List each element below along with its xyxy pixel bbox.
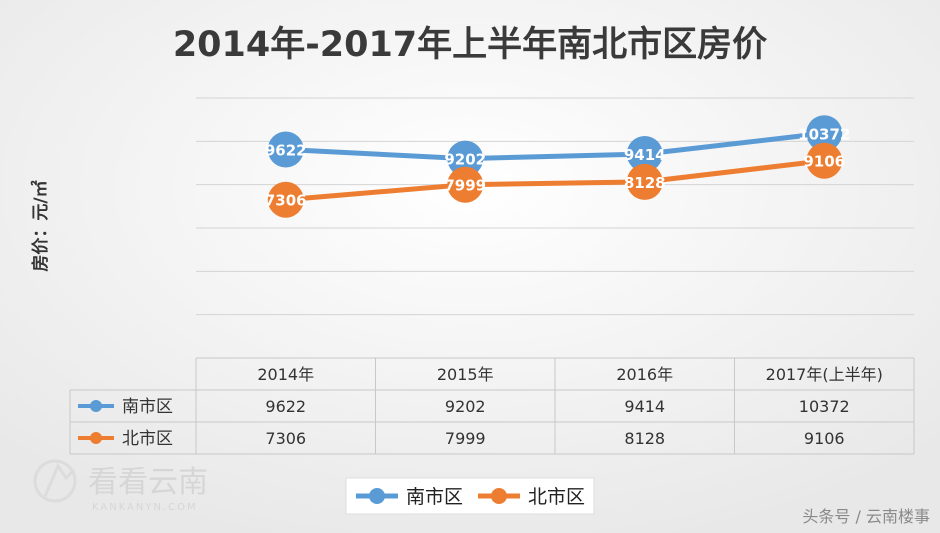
source-caption: 头条号 / 云南楼事 — [802, 507, 930, 526]
table-cell: 8128 — [624, 429, 665, 448]
legend-key-marker — [369, 488, 385, 504]
table-legend-key-marker — [90, 432, 102, 444]
watermark-brand: 看看云南 — [88, 465, 208, 500]
data-point — [806, 142, 843, 179]
chart-title: 2014年-2017年上半年南北市区房价 — [173, 25, 767, 65]
data-point — [267, 181, 304, 218]
data-label: 10372 — [798, 125, 850, 143]
data-point — [447, 166, 484, 203]
data-label: 7306 — [265, 192, 307, 210]
legend-entry: 北市区 — [528, 486, 585, 508]
table-series-name: 南市区 — [122, 397, 173, 417]
watermark-logo-icon — [33, 459, 77, 503]
gridlines — [196, 97, 914, 316]
watermark-logo: 看看云南 KANKANYN.COM — [33, 459, 208, 513]
data-point — [267, 131, 304, 168]
table-series-name: 北市区 — [122, 429, 173, 449]
table-cell: 9414 — [624, 397, 665, 416]
data-point — [626, 163, 663, 200]
series-layer: 9622 9202 9414 10372 7306 7999 8128 9106 — [265, 115, 850, 218]
table-cell: 7999 — [445, 429, 486, 448]
data-point — [447, 140, 484, 177]
series-line — [285, 130, 825, 162]
table-cell: 9622 — [265, 397, 306, 416]
series-line — [285, 158, 825, 203]
watermark-url: KANKANYN.COM — [92, 502, 198, 513]
table-cell: 9106 — [804, 429, 845, 448]
legend-entry: 南市区 — [406, 486, 463, 508]
x-tick-label: 2014年 — [257, 365, 314, 384]
y-axis-label: 房价：元/㎡ — [30, 180, 51, 271]
data-label: 9414 — [624, 146, 666, 164]
data-label: 9106 — [803, 153, 845, 171]
data-label: 9202 — [444, 151, 486, 169]
data-point — [806, 115, 843, 152]
table-legend-key-marker — [90, 400, 102, 412]
data-label: 7999 — [444, 177, 486, 195]
table-cell: 7306 — [265, 429, 306, 448]
legend-key-marker — [491, 488, 507, 504]
data-label: 9622 — [265, 142, 307, 160]
table-cell: 9202 — [445, 397, 486, 416]
legend: 南市区 北市区 — [345, 477, 595, 515]
x-tick-label: 2016年 — [616, 365, 673, 384]
data-table: 2014年 2015年 2016年 2017年(上半年) 南市区 9622 9202 9414… — [69, 357, 915, 455]
data-point — [626, 136, 663, 173]
x-tick-label: 2015年 — [437, 365, 494, 384]
table-cell: 10372 — [799, 397, 850, 416]
watermark-logo-mark — [43, 462, 76, 497]
data-label: 8128 — [624, 174, 666, 192]
x-tick-label: 2017年(上半年) — [766, 365, 883, 384]
